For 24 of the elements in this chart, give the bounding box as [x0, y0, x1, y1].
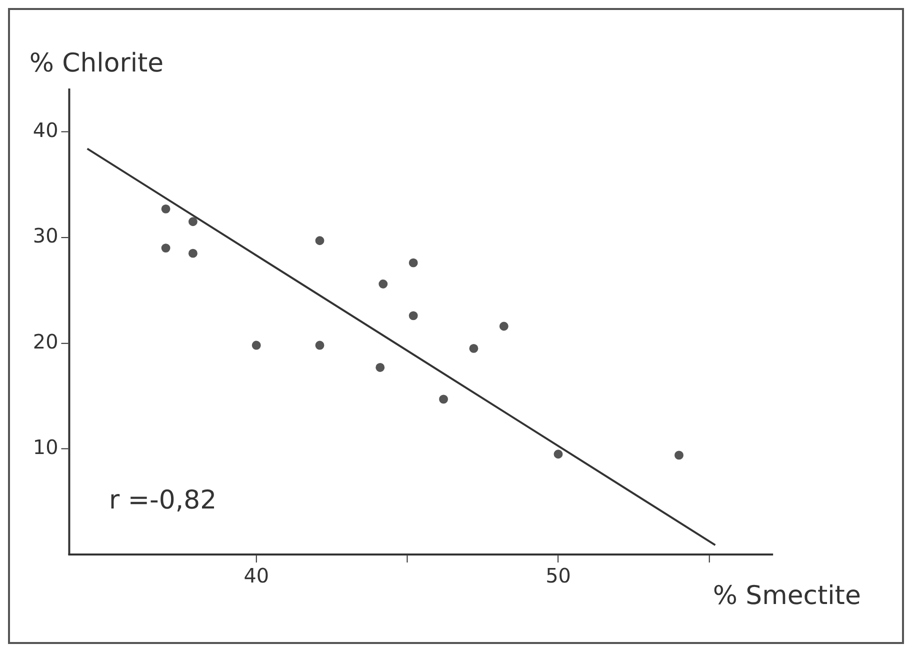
point: [188, 217, 198, 226]
point: [408, 258, 418, 268]
point: [161, 204, 170, 214]
point: [378, 280, 388, 288]
point: [469, 344, 478, 353]
y-tick-label: 20: [32, 330, 58, 354]
point: [315, 236, 324, 246]
point: [439, 394, 448, 404]
x-axis-title: % Smectite: [712, 581, 861, 611]
point: [315, 340, 324, 350]
y-tick-label: 30: [32, 224, 58, 248]
point: [252, 340, 261, 350]
y-tick-label: 40: [32, 118, 58, 142]
point: [674, 450, 684, 460]
y-axis-title: % Chlorite: [29, 48, 164, 78]
y-tick-label: 10: [32, 436, 58, 460]
annotation: r =-0,82: [109, 486, 217, 516]
point: [408, 311, 418, 320]
x-tick-label: 50: [546, 564, 571, 588]
point: [161, 244, 170, 253]
point: [188, 248, 198, 258]
point: [554, 450, 563, 459]
point: [376, 363, 385, 372]
point: [499, 322, 508, 331]
